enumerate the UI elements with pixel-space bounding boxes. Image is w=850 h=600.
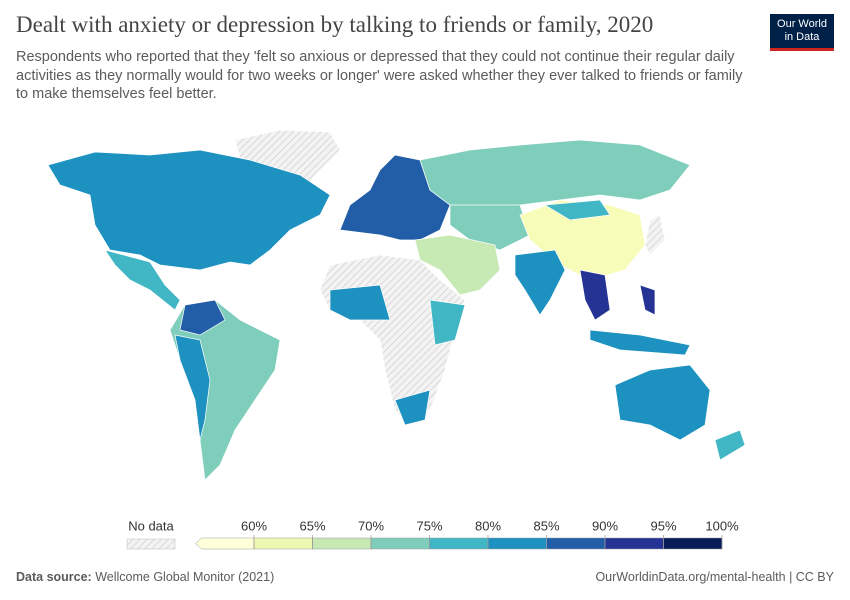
east-africa	[429, 299, 466, 346]
legend-bin	[429, 537, 489, 550]
southern-africa	[394, 389, 431, 426]
legend-bin	[663, 537, 723, 550]
central-america	[104, 249, 181, 311]
legend: 60% 65% 70% 75% 80% 85% 90% 95% 100%	[195, 518, 739, 550]
no-data-label: No data	[128, 518, 174, 533]
legend-tick-label: 85%	[533, 518, 559, 533]
india	[514, 249, 566, 316]
legend-tick-label: 65%	[299, 518, 325, 533]
russia	[419, 139, 691, 211]
subtitle: Respondents who reported that they 'felt…	[16, 49, 743, 102]
west-africa	[329, 284, 391, 321]
logo-line: in Data	[784, 31, 820, 43]
legend-tick-label: 60%	[241, 518, 267, 533]
australia	[614, 364, 711, 441]
legend-tick-label: 75%	[416, 518, 442, 533]
middle-east	[414, 234, 501, 296]
indonesia	[589, 329, 691, 356]
central-asia	[449, 204, 531, 251]
philippines	[639, 284, 656, 316]
legend-tick-label: 90%	[592, 518, 618, 533]
legend-bin	[312, 537, 372, 550]
source-label: Data source:	[16, 570, 92, 584]
logo-line: Our World	[777, 18, 827, 30]
title: Dealt with anxiety or depression by talk…	[16, 12, 654, 37]
south-america-west	[174, 334, 211, 441]
countries	[47, 129, 746, 481]
southeast-asia	[579, 269, 611, 321]
mongolia	[543, 199, 611, 221]
source: Data source: Wellcome Global Monitor (20…	[16, 570, 274, 584]
legend-bin	[546, 537, 606, 550]
south-america-north	[179, 299, 226, 336]
legend-bin	[253, 537, 313, 550]
legend-tick-label: 80%	[475, 518, 501, 533]
north-america	[47, 149, 331, 271]
legend-below	[195, 537, 255, 550]
footer-link[interactable]: OurWorldinData.org/mental-health | CC BY	[595, 570, 834, 584]
logo: Our World in Data	[770, 14, 834, 51]
legend-tick-label: 70%	[358, 518, 384, 533]
legend-bin	[487, 537, 547, 550]
japan	[644, 214, 666, 256]
source-text: Wellcome Global Monitor (2021)	[95, 570, 275, 584]
legend-tick-label: 100%	[705, 518, 739, 533]
legend-bin	[604, 537, 664, 550]
new-zealand	[714, 429, 746, 461]
no-data-swatch	[126, 538, 176, 550]
legend-bin	[370, 537, 430, 550]
legend-tick-label: 95%	[650, 518, 676, 533]
